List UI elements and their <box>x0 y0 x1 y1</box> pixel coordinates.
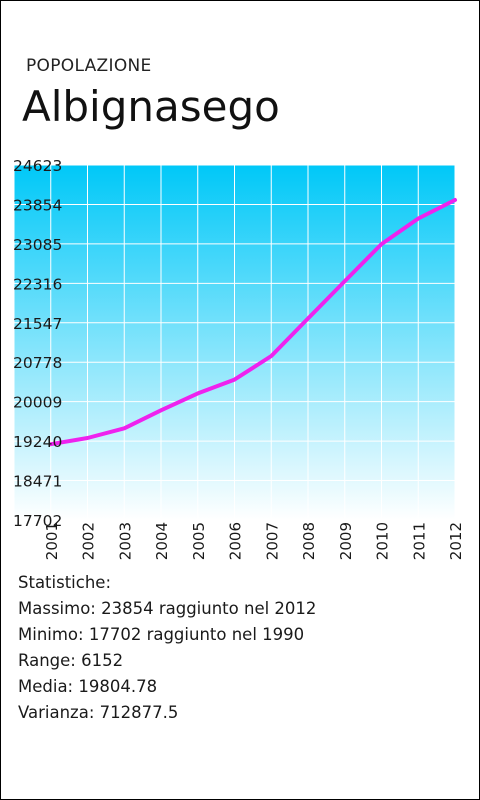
y-tick-label: 20778 <box>13 354 62 372</box>
y-tick-label: 18471 <box>13 473 62 491</box>
series-line-group <box>48 198 457 447</box>
stats-max: Massimo: 23854 raggiunto nel 2012 <box>18 599 317 618</box>
x-tick-label: 2001 <box>43 522 61 560</box>
y-tick-label: 17702 <box>13 512 62 530</box>
x-tick-label: 2009 <box>337 522 355 560</box>
x-tick-label: 2002 <box>80 522 98 560</box>
statistics-panel: Statistiche: Massimo: 23854 raggiunto ne… <box>18 570 316 726</box>
x-tick-label: 2004 <box>153 522 171 560</box>
x-tick-label: 2012 <box>447 522 465 560</box>
page-title: Albignasego <box>22 82 280 131</box>
y-tick-label: 20009 <box>13 394 62 412</box>
x-tick-label: 2011 <box>410 522 428 560</box>
x-tick-label: 2010 <box>374 522 392 560</box>
x-tick-label: 2006 <box>227 522 245 560</box>
series-line <box>48 198 457 447</box>
stats-min: Minimo: 17702 raggiunto nel 1990 <box>18 625 305 644</box>
x-tick-label: 2005 <box>190 522 208 560</box>
y-tick-label: 23854 <box>13 196 62 214</box>
stats-heading: Statistiche: <box>18 573 111 592</box>
stats-mean: Media: 19804.78 <box>18 677 158 696</box>
y-tick-labels: 17702 18471 19240 20009 20778 21547 22316 23085… <box>13 157 62 530</box>
y-tick-label: 23085 <box>13 236 62 254</box>
x-tick-label: 2007 <box>263 522 281 560</box>
y-tick-label: 24623 <box>13 157 62 175</box>
x-tick-labels: 2001 2002 2003 2004 2005 2006 2007 2008 2009 2010… <box>43 522 465 560</box>
y-tick-label: 19240 <box>13 433 62 451</box>
x-tick-label: 2003 <box>116 522 134 560</box>
app-label: POPOLAZIONE <box>26 56 152 76</box>
grid-lines <box>13 164 456 521</box>
population-chart: 17702 18471 19240 20009 20778 21547 22316 23085… <box>13 157 465 560</box>
stats-variance: Varianza: 712877.5 <box>18 703 179 722</box>
x-tick-label: 2008 <box>300 522 318 560</box>
y-tick-label: 21547 <box>13 315 62 333</box>
y-tick-label: 22316 <box>13 275 62 293</box>
stats-range: Range: 6152 <box>18 651 124 670</box>
